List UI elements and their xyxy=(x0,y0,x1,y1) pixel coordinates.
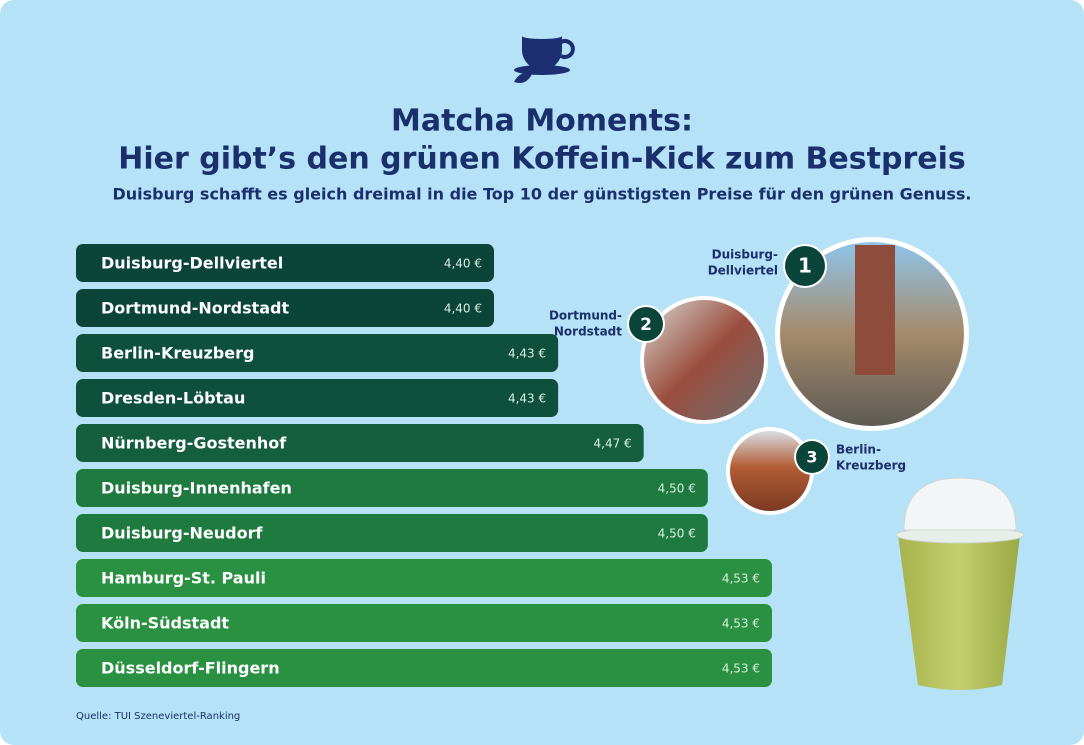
rank-badge xyxy=(629,307,663,341)
photo-2 xyxy=(640,296,768,424)
photo-label: Duisburg- xyxy=(712,248,778,262)
value-label: 4,50 € xyxy=(658,482,696,496)
value-label: 4,40 € xyxy=(444,302,482,316)
bar xyxy=(76,424,644,462)
bar xyxy=(76,379,559,417)
cup-icon xyxy=(514,33,575,83)
value-label: 4,47 € xyxy=(594,437,632,451)
source: Quelle: TUI Szeneviertel-Ranking xyxy=(76,711,240,722)
rank-number: 1 xyxy=(798,254,812,278)
photo-label: Berlin- xyxy=(836,443,881,457)
value-label: 4,50 € xyxy=(658,527,696,541)
rank-badge xyxy=(785,246,825,286)
matcha-drink xyxy=(895,477,1025,690)
photo-label: Nordstadt xyxy=(554,325,622,339)
bar xyxy=(76,289,494,327)
bar xyxy=(76,604,772,642)
bar xyxy=(76,469,708,507)
value-label: 4,53 € xyxy=(722,617,760,631)
bar xyxy=(76,334,559,372)
rank-number: 3 xyxy=(806,448,817,467)
title-line: Hier gibt’s den grünen Koffein-Kick zum … xyxy=(118,142,965,177)
photo-1 xyxy=(775,237,969,431)
category-label: Dresden-Löbtau xyxy=(101,389,245,408)
bar xyxy=(76,649,772,687)
bar xyxy=(76,559,772,597)
category-label: Dortmund-Nordstadt xyxy=(101,299,290,318)
category-label: Köln-Südstadt xyxy=(101,614,229,633)
category-label: Duisburg-Neudorf xyxy=(101,524,263,543)
value-label: 4,43 € xyxy=(508,392,546,406)
category-label: Nürnberg-Gostenhof xyxy=(101,434,287,453)
bar xyxy=(76,244,494,282)
value-label: 4,53 € xyxy=(722,572,760,586)
value-label: 4,40 € xyxy=(444,257,482,271)
category-label: Berlin-Kreuzberg xyxy=(101,344,254,363)
photo-3 xyxy=(726,427,814,515)
value-label: 4,43 € xyxy=(508,347,546,361)
rank-badge xyxy=(796,441,828,473)
category-label: Duisburg-Dellviertel xyxy=(101,254,283,273)
photo-label: Kreuzberg xyxy=(836,459,906,473)
photo-label: Dortmund- xyxy=(549,309,622,323)
bar xyxy=(76,514,708,552)
category-label: Duisburg-Innenhafen xyxy=(101,479,292,498)
category-label: Düsseldorf-Flingern xyxy=(101,659,280,678)
value-label: 4,53 € xyxy=(722,662,760,676)
category-label: Hamburg-St. Pauli xyxy=(101,569,266,588)
title-line: Matcha Moments: xyxy=(391,104,693,139)
photo-label: Dellviertel xyxy=(708,264,778,278)
subtitle: Duisburg schafft es gleich dreimal in di… xyxy=(112,185,971,204)
rank-number: 2 xyxy=(640,315,652,335)
